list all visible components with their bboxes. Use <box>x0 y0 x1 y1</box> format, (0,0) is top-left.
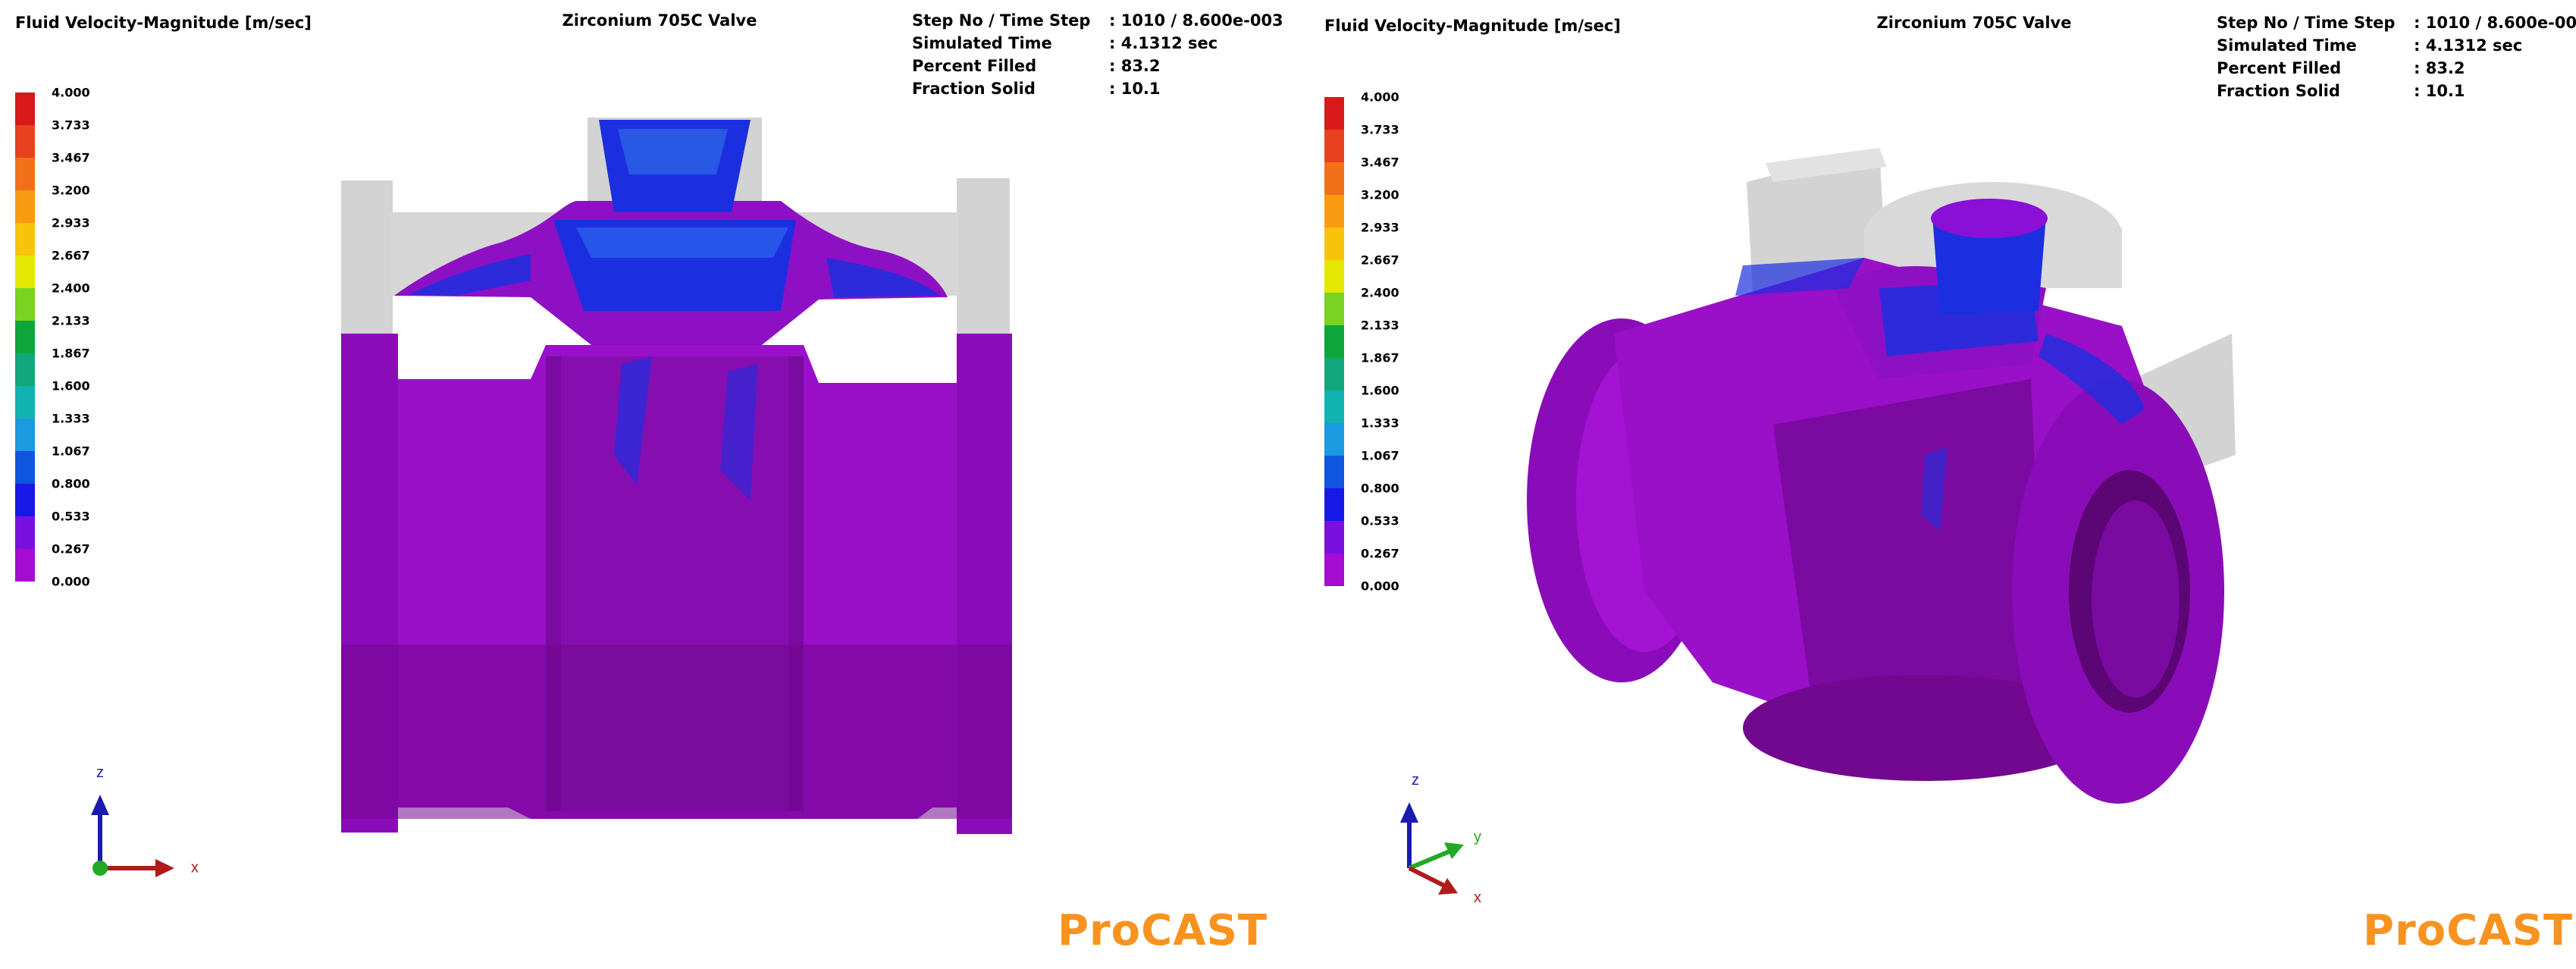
procast-logo: ProCAST <box>1058 906 1268 955</box>
legend-tick-label: 1.867 <box>1361 350 1399 365</box>
legend-color-segment <box>1324 162 1344 195</box>
fast-flow-sprue <box>1932 216 2046 315</box>
model-title: Zirconium 705C Valve <box>1876 14 2072 32</box>
legend-tick-label: 0.000 <box>1361 579 1399 594</box>
viewport-iso[interactable]: Fluid Velocity-Magnitude [m/sec] Zirconi… <box>1288 0 2576 969</box>
legend-tick-label: 2.400 <box>1361 285 1399 300</box>
legend-color-segment <box>1324 521 1344 553</box>
casting-bottom <box>1743 675 2107 781</box>
legend-color-segment <box>15 451 35 484</box>
info-row-time: Simulated Time: 4.1312 sec <box>2217 36 2523 55</box>
legend-tick-label: 3.200 <box>1361 187 1399 202</box>
axis-z-label: z <box>1412 772 1419 789</box>
legend-tick-label: 1.600 <box>52 378 90 394</box>
legend-tick-label: 0.533 <box>1361 513 1399 528</box>
info-row-filled: Percent Filled: 83.2 <box>912 57 1161 75</box>
axis-x-label: x <box>1474 889 1481 906</box>
legend-color-segment <box>15 321 35 353</box>
legend-tick-label: 2.933 <box>52 215 90 230</box>
legend-tick-label: 2.667 <box>52 248 90 263</box>
simulation-info: Step No / Time Step: 1010 / 8.600e-003 S… <box>912 9 1283 100</box>
valve-model-front <box>341 118 1012 834</box>
axis-triad-front: z x <box>91 764 199 877</box>
simulation-info: Step No / Time Step: 1010 / 8.600e-003 S… <box>2217 11 2576 102</box>
valve-model-iso <box>1527 148 2236 804</box>
legend-color-segment <box>1324 456 1344 488</box>
legend-color-segment <box>1324 553 1344 586</box>
legend-tick-label: 0.000 <box>52 574 90 589</box>
legend-color-segment <box>15 256 35 288</box>
legend-color-segment <box>1324 488 1344 521</box>
legend-tick-label: 1.867 <box>52 346 90 361</box>
info-row-time: Simulated Time: 4.1312 sec <box>912 34 1218 52</box>
legend-color-segment <box>15 158 35 190</box>
mold-flange-right <box>957 178 1010 341</box>
legend-color-segment <box>15 125 35 158</box>
info-row-filled: Percent Filled: 83.2 <box>2217 59 2465 77</box>
legend-color-segment <box>1324 325 1344 358</box>
info-row-solid: Fraction Solid: 10.1 <box>912 80 1161 98</box>
legend-color-segment <box>1324 423 1344 456</box>
casting-barrel <box>1773 379 2046 751</box>
legend-color-segment <box>15 223 35 256</box>
info-row-step: Step No / Time Step: 1010 / 8.600e-003 <box>2217 14 2576 32</box>
legend-tick-label: 0.267 <box>52 541 90 557</box>
legend-color-segment <box>15 516 35 549</box>
result-quantity-label: Fluid Velocity-Magnitude [m/sec] <box>15 14 312 32</box>
legend-tick-label: 2.667 <box>1361 252 1399 268</box>
legend-color-segment <box>15 549 35 582</box>
legend-tick-label: 3.733 <box>1361 122 1399 137</box>
legend-tick-label: 3.733 <box>52 118 90 133</box>
axis-z-label: z <box>96 764 104 781</box>
legend-color-segment <box>15 484 35 516</box>
legend-tick-label: 0.267 <box>1361 546 1399 561</box>
info-row-step: Step No / Time Step: 1010 / 8.600e-003 <box>912 11 1283 30</box>
model-title: Zirconium 705C Valve <box>562 11 757 30</box>
info-row-solid: Fraction Solid: 10.1 <box>2217 82 2465 100</box>
legend-color-segment <box>1324 195 1344 227</box>
legend-tick-label: 3.467 <box>52 150 90 165</box>
axis-x-label: x <box>191 859 199 876</box>
legend-color-segment <box>15 386 35 419</box>
legend-tick-label: 1.067 <box>52 444 90 459</box>
legend-color-segment <box>1324 227 1344 260</box>
legend-tick-label: 0.800 <box>1361 481 1399 496</box>
legend-tick-label: 4.000 <box>52 85 90 100</box>
legend-tick-label: 2.133 <box>52 313 90 328</box>
legend-tick-label: 3.467 <box>1361 155 1399 170</box>
color-legend-bar <box>1324 97 1344 586</box>
legend-tick-label: 1.600 <box>1361 383 1399 398</box>
legend-color-segment <box>15 288 35 321</box>
legend-color-segment <box>1324 358 1344 390</box>
result-quantity-label: Fluid Velocity-Magnitude [m/sec] <box>1324 17 1621 35</box>
procast-logo: ProCAST <box>2363 906 2574 955</box>
legend-color-segment <box>15 190 35 223</box>
legend-tick-label: 2.133 <box>1361 318 1399 333</box>
legend-color-segment <box>15 419 35 451</box>
color-legend-bar <box>15 93 35 582</box>
legend-color-segment <box>1324 97 1344 130</box>
mold-flange-left <box>341 180 393 343</box>
legend-color-segment <box>1324 390 1344 423</box>
axis-triad-iso: z y x <box>1400 772 1481 906</box>
legend-color-segment <box>1324 130 1344 162</box>
legend-tick-label: 3.200 <box>52 183 90 198</box>
axis-y-label: y <box>1474 829 1481 845</box>
legend-tick-label: 0.800 <box>52 476 90 491</box>
legend-tick-label: 1.333 <box>52 411 90 426</box>
legend-tick-label: 2.400 <box>52 281 90 296</box>
legend-color-segment <box>15 93 35 125</box>
legend-tick-label: 2.933 <box>1361 220 1399 235</box>
legend-color-segment <box>1324 260 1344 293</box>
legend-tick-label: 0.533 <box>52 509 90 524</box>
legend-tick-label: 1.067 <box>1361 448 1399 463</box>
legend-tick-label: 4.000 <box>1361 89 1399 105</box>
legend-tick-label: 1.333 <box>1361 416 1399 431</box>
legend-color-segment <box>15 353 35 386</box>
viewport-front[interactable]: Fluid Velocity-Magnitude [m/sec] Zirconi… <box>0 0 1288 969</box>
legend-color-segment <box>1324 293 1344 325</box>
